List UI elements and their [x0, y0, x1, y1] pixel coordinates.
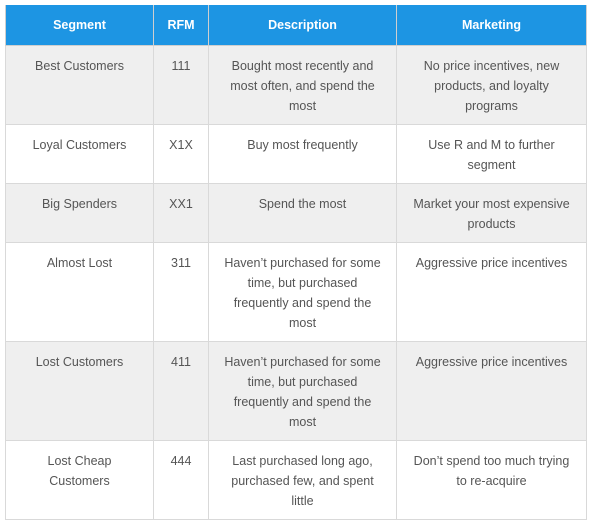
table-row: Lost Cheap Customers 444 Last purchased … [5, 440, 587, 520]
rfm-cell: X1X [153, 124, 209, 184]
segment-cell: Lost Cheap Customers [5, 440, 154, 520]
column-header-description: Description [208, 5, 397, 46]
column-header-rfm: RFM [153, 5, 209, 46]
rfm-cell: 111 [153, 45, 209, 125]
column-header-segment: Segment [5, 5, 154, 46]
description-cell: Haven’t purchased for some time, but pur… [208, 242, 397, 342]
table-row: Best Customers 111 Bought most recently … [5, 45, 587, 125]
rfm-cell: XX1 [153, 183, 209, 243]
description-cell: Buy most frequently [208, 124, 397, 184]
description-cell: Last purchased long ago, purchased few, … [208, 440, 397, 520]
table-row: Big Spenders XX1 Spend the most Market y… [5, 183, 587, 243]
description-cell: Haven’t purchased for some time, but pur… [208, 341, 397, 441]
column-header-marketing: Marketing [396, 5, 587, 46]
marketing-cell: Don’t spend too much trying to re-acquir… [396, 440, 587, 520]
description-cell: Spend the most [208, 183, 397, 243]
segment-cell: Best Customers [5, 45, 154, 125]
marketing-cell: No price incentives, new products, and l… [396, 45, 587, 125]
marketing-cell: Use R and M to further segment [396, 124, 587, 184]
marketing-cell: Aggressive price incentives [396, 242, 587, 342]
rfm-cell: 311 [153, 242, 209, 342]
table-row: Lost Customers 411 Haven’t purchased for… [5, 341, 587, 441]
rfm-segment-table: Segment RFM Description Marketing Best C… [5, 5, 587, 520]
segment-cell: Big Spenders [5, 183, 154, 243]
header-row: Segment RFM Description Marketing [5, 5, 587, 46]
description-cell: Bought most recently and most often, and… [208, 45, 397, 125]
segment-cell: Almost Lost [5, 242, 154, 342]
marketing-cell: Aggressive price incentives [396, 341, 587, 441]
rfm-cell: 444 [153, 440, 209, 520]
rfm-cell: 411 [153, 341, 209, 441]
marketing-cell: Market your most expensive products [396, 183, 587, 243]
table-row: Almost Lost 311 Haven’t purchased for so… [5, 242, 587, 342]
segment-cell: Loyal Customers [5, 124, 154, 184]
table-row: Loyal Customers X1X Buy most frequently … [5, 124, 587, 184]
segment-cell: Lost Customers [5, 341, 154, 441]
